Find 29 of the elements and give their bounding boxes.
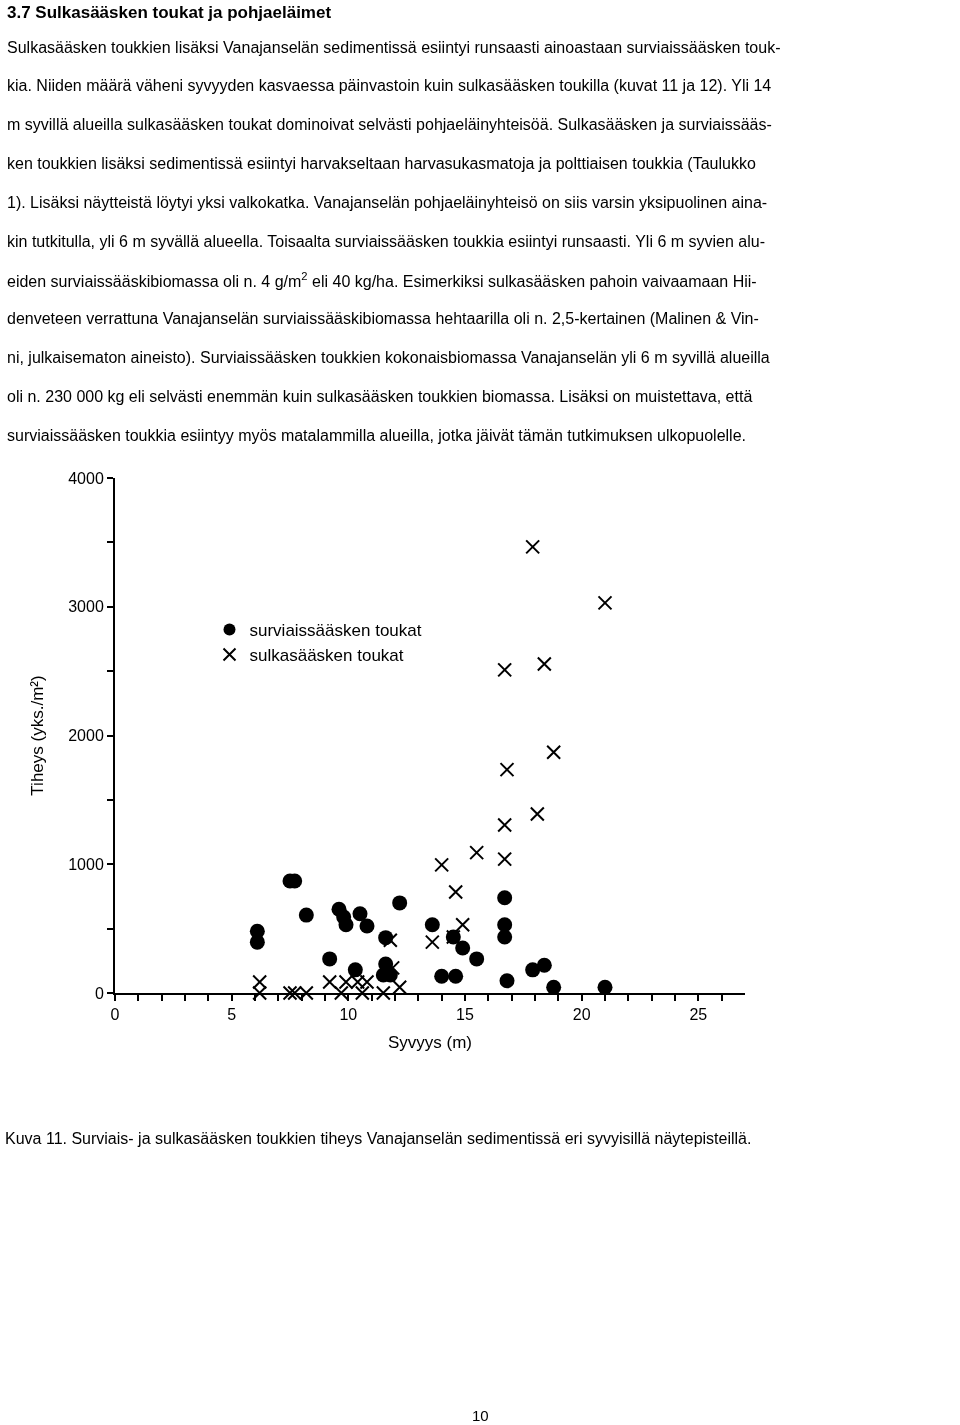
text: 10	[472, 1407, 489, 1424]
x-tick-label: 25	[689, 1006, 708, 1024]
text: 1). Lisäksi näytteistä löytyi yksi valkokatka. Vanajanselän pohjaeläinyhteisö on siis varsin yksipuolinen aina-	[7, 194, 768, 211]
y-tick-label: 0	[94, 984, 104, 1002]
y-tick-label: 1000	[68, 855, 104, 873]
text: oli n. 230 000 kg eli selvästi enemmän kuin sulkasääsken toukkien biomassa. Lisäksi on muistettava, että	[7, 388, 753, 405]
text: surviaissääsken toukkia esiintyy myös matalammilla alueilla, jotka jäivät tämän tutkimuksen ulkopuolelle.	[7, 427, 746, 444]
text: Sulkasääsken toukkien lisäksi Vanajanselän sedimentissä esiintyi runsaasti ainoastaan surviaissääsken touk-	[7, 39, 781, 56]
x-tick-label: 20	[572, 1006, 591, 1024]
x-axis-title: Syvyys (m)	[387, 1033, 473, 1053]
y-axis-title: Tiheys (yks./m²)	[28, 675, 48, 796]
legend-label: surviaissääsken toukat	[249, 621, 422, 641]
x-tick-label: 0	[110, 1006, 120, 1024]
chart-title: 3.7 Sulkasääsken toukat ja pohjaeläimet	[7, 3, 332, 22]
y-tick-label: 4000	[68, 469, 104, 487]
text: kin tutkitulla, yli 6 m syvällä alueella. Toisaalta surviaissääsken toukkia esiintyi runsaasti. Yli 6 m syvien alu-	[7, 233, 765, 250]
text: ken toukkien lisäksi sedimentissä esiintyi harvakseltaan harvasukasmatoja ja polttiaisen toukkia (Taulukko	[7, 155, 756, 172]
legend-label: sulkasääsken toukat	[249, 646, 404, 666]
text: m syvillä alueilla sulkasääsken toukat dominoivat selvästi pohjaeläinyhteisöä. Sulkasääsken ja surviaissääs-	[7, 116, 772, 133]
text: ni, julkaisematon aineisto). Surviaissääsken toukkien kokonaisbiomassa Vanajanselän yli 6 m syvillä alueilla	[7, 349, 770, 366]
y-tick-label: 2000	[68, 727, 104, 745]
text: denveteen verrattuna Vanajanselän surviaissääskibiomassa hehtaarilla oli n. 2,5-kertainen (Malinen & Vin-	[7, 310, 759, 327]
x-tick-label: 15	[456, 1006, 474, 1024]
y-tick-label: 3000	[68, 598, 104, 616]
text: kia. Niiden määrä väheni syvyyden kasvaessa päinvastoin kuin sulkasääsken toukilla (kuvat 11 ja 12). Yli 14	[7, 77, 772, 94]
x-tick-label: 10	[339, 1006, 358, 1024]
text: eiden surviaissääskibiomassa oli n. 4 g/m$^{2}$ eli 40 kg/ha. Esimerkiksi sulkasääsken pahoin vaivaamaan Hii-	[7, 270, 757, 290]
x-tick-label: 5	[227, 1006, 237, 1024]
text: Kuva 11. Surviais- ja sulkasääsken toukkien tiheys Vanajanselän sedimentissä eri syvyisillä näytepisteillä.	[5, 1130, 752, 1147]
